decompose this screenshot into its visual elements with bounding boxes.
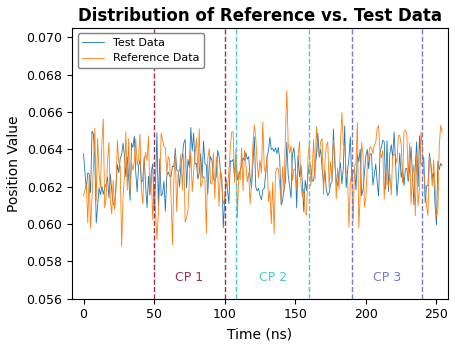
Title: Distribution of Reference vs. Test Data: Distribution of Reference vs. Test Data xyxy=(78,7,441,25)
Test Data xyxy=(102,185,107,190)
Reference Data xyxy=(81,194,86,198)
Reference Data xyxy=(119,245,124,249)
Line: Test Data: Test Data xyxy=(83,126,441,228)
Reference Data xyxy=(200,174,206,178)
Test Data xyxy=(312,164,317,168)
Reference Data xyxy=(102,206,107,210)
Test Data xyxy=(313,153,318,158)
Reference Data xyxy=(371,143,376,147)
X-axis label: Time (ns): Time (ns) xyxy=(227,327,292,341)
Test Data xyxy=(293,206,299,210)
Test Data xyxy=(199,176,204,180)
Line: Reference Data: Reference Data xyxy=(83,90,441,247)
Y-axis label: Position Value: Position Value xyxy=(7,115,21,212)
Reference Data xyxy=(295,153,300,158)
Reference Data xyxy=(314,149,320,153)
Reference Data xyxy=(283,88,289,93)
Legend: Test Data, Reference Data: Test Data, Reference Data xyxy=(78,33,204,68)
Test Data xyxy=(220,226,226,230)
Text: CP 1: CP 1 xyxy=(175,271,203,284)
Test Data xyxy=(81,152,86,156)
Text: CP 2: CP 2 xyxy=(258,271,286,284)
Test Data xyxy=(439,164,444,168)
Text: CP 3: CP 3 xyxy=(372,271,400,284)
Test Data xyxy=(371,172,376,176)
Test Data xyxy=(341,124,347,128)
Reference Data xyxy=(439,130,444,134)
Reference Data xyxy=(313,125,318,129)
